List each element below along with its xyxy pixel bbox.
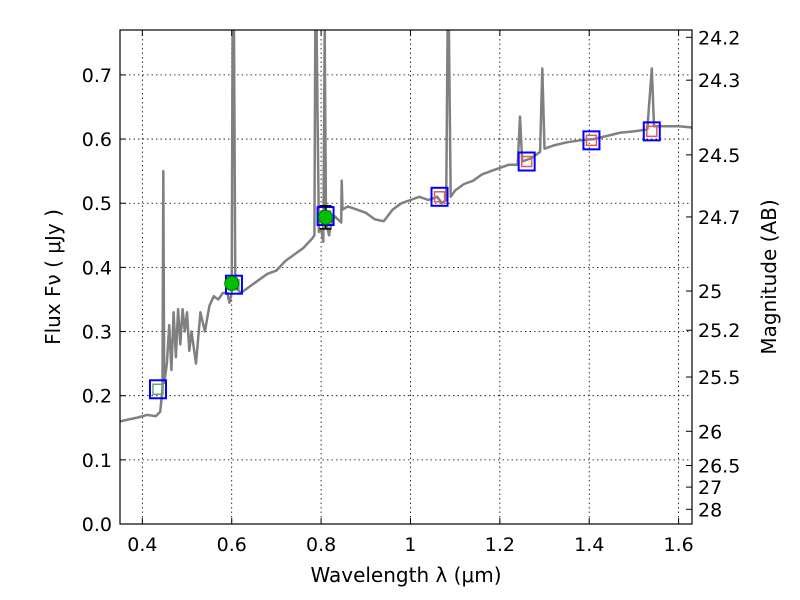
model-box-outer: [582, 130, 601, 151]
model-box-outer: [517, 151, 536, 172]
mag-tick-label: 24.7: [698, 207, 740, 229]
mag-tick-label: 26: [698, 421, 722, 443]
y2-axis-label: Magnitude (AB): [757, 199, 781, 354]
model-box: [642, 121, 661, 142]
x-tick-label: 1.2: [485, 534, 515, 556]
model-box: [430, 186, 449, 207]
model-box-inner: [433, 191, 446, 203]
y-tick-label: 0.1: [82, 450, 112, 472]
grid: [120, 30, 692, 524]
model-box-outer: [148, 379, 167, 400]
x-tick-label: 0.8: [306, 534, 336, 556]
model-box-inner: [520, 155, 533, 168]
observed-point: [224, 275, 240, 291]
y-tick-label: 0.5: [82, 193, 112, 215]
x-tick-label: 0.4: [127, 534, 157, 556]
y-tick-label: 0.6: [82, 129, 112, 151]
model-box: [517, 151, 536, 172]
model-box: [582, 130, 601, 151]
model-box: [148, 379, 167, 400]
mag-tick-label: 25.5: [698, 367, 740, 389]
y-tick-label: 0.0: [82, 514, 112, 536]
y-tick-label: 0.7: [82, 65, 112, 87]
mag-tick-label: 25.2: [698, 320, 740, 342]
mag-tick-label: 24.2: [698, 27, 740, 49]
observed-points-layer: [224, 205, 334, 291]
model-box-outer: [430, 186, 449, 207]
observed-marker: [318, 209, 334, 225]
x-tick-label: 0.6: [217, 534, 247, 556]
mag-tick-label: 24.3: [698, 70, 740, 92]
mag-tick-label: 25: [698, 281, 722, 303]
y-tick-label: 0.2: [82, 386, 112, 408]
y-tick-label: 0.4: [82, 257, 112, 279]
y-axis-label: Flux Fν ( μJy ): [41, 209, 65, 345]
mag-tick-label: 26.5: [698, 455, 740, 477]
x-axis-label: Wavelength λ (μm): [310, 563, 501, 587]
x-tick-label: 1.4: [574, 534, 604, 556]
observed-point: [318, 205, 334, 230]
plot-frame: [119, 29, 693, 525]
observed-marker: [224, 275, 240, 291]
x-tick-label: 1: [404, 534, 416, 556]
spectrum-layer: [120, 30, 692, 423]
mag-tick-label: 28: [698, 499, 722, 521]
axes-layer: 0.4 0.6 0.8 1 1.2 1.4 1.6 0.0 0.1 0.2 0.3 0.4 0.5 0.6…: [82, 27, 741, 556]
y-tick-label: 0.3: [82, 322, 112, 344]
model-box-inner: [152, 383, 164, 396]
model-box-inner: [585, 134, 598, 147]
model-box-outer: [642, 121, 661, 142]
x-tick-label: 1.6: [663, 534, 693, 556]
spectrum-line: [120, 30, 692, 423]
model-box-inner: [646, 125, 658, 138]
model-boxes-layer: [148, 121, 661, 400]
mag-tick-label: 27: [698, 477, 722, 499]
mag-tick-label: 24.5: [698, 145, 740, 167]
